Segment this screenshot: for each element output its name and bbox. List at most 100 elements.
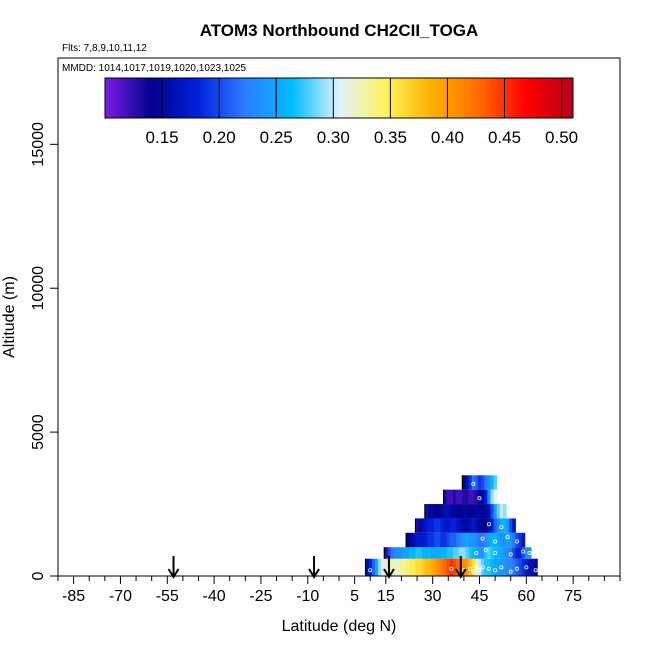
heatmap-cell	[465, 518, 470, 533]
heatmap-cell	[437, 518, 441, 533]
heatmap-cell	[434, 558, 438, 576]
heatmap-cell	[502, 504, 507, 519]
heatmap-cell	[462, 475, 466, 490]
heatmap-cell	[424, 504, 429, 519]
sample-point	[477, 496, 482, 501]
heatmap-cell	[462, 504, 466, 519]
heatmap-cell	[443, 532, 448, 548]
heatmap-cell	[384, 558, 388, 576]
heatmap-cell	[449, 547, 454, 559]
heatmap-cell	[518, 558, 523, 576]
heatmap-cell	[412, 532, 416, 548]
heatmap-cell	[421, 547, 426, 559]
heatmap-cell	[465, 475, 470, 490]
heatmap-cell	[481, 489, 485, 505]
x-tick-label: -10	[296, 588, 319, 605]
sample-point	[468, 566, 473, 571]
heatmap-cell	[490, 489, 495, 505]
sample-point	[505, 535, 510, 540]
heatmap-cell	[365, 558, 370, 576]
colorbar-tick-label: 0.35	[374, 128, 407, 147]
heatmap-cell	[471, 504, 476, 519]
heatmap-cell	[437, 504, 441, 519]
flights-note: Flts: 7,8,9,10,11,12	[62, 43, 147, 54]
heatmap-cell	[499, 532, 504, 548]
heatmap-cell	[378, 558, 382, 576]
heatmap-cell	[477, 532, 482, 548]
heatmap-cell	[424, 518, 429, 533]
sample-point	[449, 566, 454, 571]
heatmap-cell	[456, 532, 460, 548]
heatmap-cell	[496, 558, 501, 576]
colorbar-tick-label: 0.45	[488, 128, 521, 147]
heatmap-cell	[434, 504, 438, 519]
heatmap-cell	[521, 558, 526, 576]
heatmap-cell	[465, 532, 470, 548]
sample-point	[533, 568, 538, 573]
heatmap-cell	[437, 558, 441, 576]
heatmap-cell	[431, 547, 435, 559]
heatmap-cell	[446, 518, 451, 533]
heatmap-cell	[462, 547, 466, 559]
heatmap-cell	[462, 518, 466, 533]
heatmap-cell	[390, 547, 395, 559]
heatmap-cell	[393, 547, 398, 559]
heatmap-cell	[471, 547, 476, 559]
heatmap-cell	[496, 504, 501, 519]
sample-point	[527, 550, 532, 555]
sample-point	[486, 566, 491, 571]
heatmap-cell	[399, 558, 404, 576]
heatmap-cell	[406, 558, 410, 576]
heatmap-cell	[418, 558, 423, 576]
sample-point	[480, 536, 485, 541]
heatmap-cell	[446, 532, 451, 548]
sample-point	[499, 525, 504, 530]
heatmap-cell	[502, 558, 507, 576]
y-axis: 0 5000 10000 15000	[30, 122, 58, 580]
heatmap-cell	[443, 547, 448, 559]
colorbar: 0.15 0.20 0.25 0.30 0.35 0.40 0.45 0.50	[104, 77, 578, 147]
heatmap-cell	[474, 532, 479, 548]
heatmap-cell	[399, 547, 404, 559]
heatmap-cell	[506, 518, 510, 533]
heatmap-cell	[481, 475, 485, 490]
x-tick-label: 75	[564, 588, 582, 605]
heatmap-cell	[431, 504, 435, 519]
heatmap-cell	[493, 518, 498, 533]
heatmap-cell	[446, 558, 451, 576]
heatmap-cell	[440, 532, 445, 548]
heatmap-cell	[487, 504, 491, 519]
heatmap-cell	[490, 558, 495, 576]
heatmap-cell	[446, 489, 451, 505]
x-axis-label: Latitude (deg N)	[282, 618, 397, 635]
sample-point	[521, 549, 526, 554]
heatmap-cell	[484, 475, 488, 490]
heatmap-cell	[506, 532, 510, 548]
heatmap-cell	[474, 518, 479, 533]
heatmap-cell	[421, 558, 426, 576]
heatmap-cell	[490, 475, 495, 490]
heatmap-cell	[490, 532, 495, 548]
heatmap-cell	[474, 504, 479, 519]
chart-title: ATOM3 Northbound CH2CII_TOGA	[200, 21, 479, 40]
heatmap-cell	[443, 518, 448, 533]
profile-marker-arrow	[454, 556, 467, 579]
heatmap-cell	[471, 532, 476, 548]
heatmap-cell	[456, 518, 460, 533]
heatmap-cell	[412, 558, 416, 576]
x-tick-label: -85	[62, 588, 85, 605]
heatmap-cells	[364, 475, 538, 576]
heatmap-cell	[374, 558, 379, 576]
heatmap-cell	[449, 489, 454, 505]
sample-point	[471, 569, 476, 574]
heatmap-cell	[499, 504, 504, 519]
heatmap-cell	[481, 504, 485, 519]
heatmap-cell	[434, 547, 438, 559]
x-tick-label: -70	[109, 588, 132, 605]
heatmap-cell	[427, 558, 432, 576]
heatmap-cell	[396, 558, 401, 576]
heatmap-cell	[443, 489, 448, 505]
heatmap-cell	[418, 518, 423, 533]
